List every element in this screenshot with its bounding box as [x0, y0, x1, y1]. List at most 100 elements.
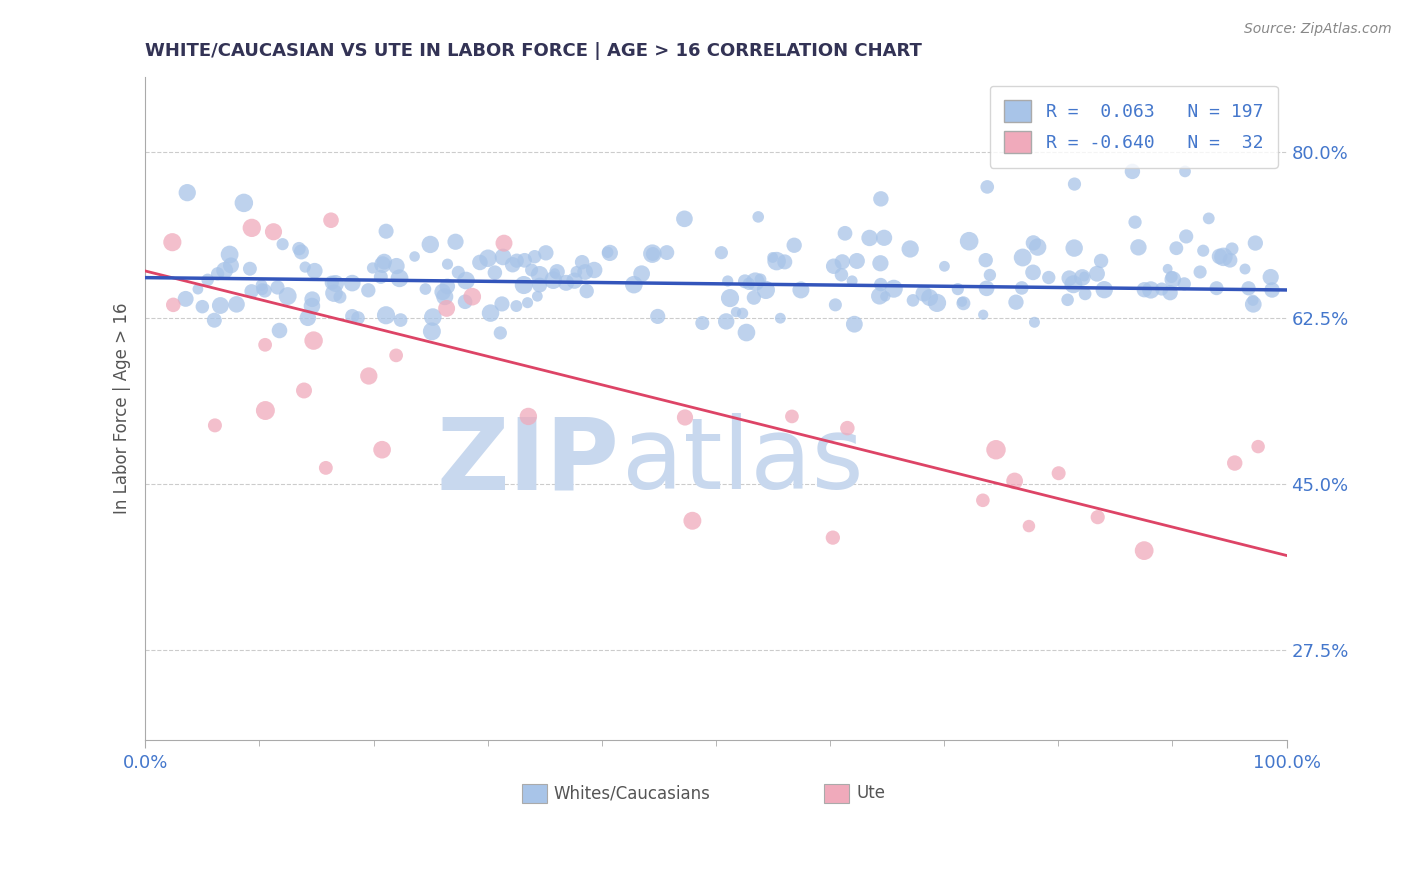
Point	[873, 231, 896, 245]
Point	[513, 278, 536, 293]
Point	[718, 291, 741, 305]
Point	[253, 284, 276, 298]
Point	[301, 299, 323, 313]
Point	[292, 384, 315, 398]
Point	[837, 421, 859, 435]
Point	[505, 299, 527, 313]
Point	[266, 280, 288, 294]
Point	[546, 265, 568, 279]
Point	[762, 251, 785, 265]
Point	[491, 297, 513, 311]
Point	[976, 180, 998, 194]
Point	[1128, 240, 1150, 254]
Point	[1018, 519, 1040, 533]
Point	[219, 259, 242, 273]
Text: Whites/Caucasians: Whites/Caucasians	[554, 784, 711, 803]
Point	[734, 274, 756, 288]
Point	[523, 250, 546, 264]
Point	[250, 278, 273, 293]
Point	[534, 245, 557, 260]
Point	[325, 277, 347, 291]
Point	[565, 265, 588, 279]
Point	[1189, 265, 1212, 279]
Point	[209, 298, 232, 312]
Point	[1244, 235, 1267, 250]
Point	[1247, 440, 1270, 454]
Point	[214, 263, 236, 277]
Point	[271, 237, 294, 252]
Point	[823, 259, 845, 273]
Point	[433, 290, 456, 304]
Point	[834, 227, 856, 241]
Point	[323, 286, 346, 301]
Point	[544, 266, 567, 280]
Point	[647, 310, 669, 324]
Point	[492, 250, 515, 264]
Point	[420, 324, 443, 338]
Point	[1085, 267, 1108, 281]
Point	[479, 306, 502, 320]
Point	[370, 269, 392, 284]
Point	[974, 253, 997, 268]
Point	[1139, 283, 1161, 297]
Point	[755, 283, 778, 297]
Point	[783, 238, 806, 252]
Point	[717, 274, 740, 288]
Point	[529, 268, 551, 282]
Point	[599, 246, 621, 260]
Point	[447, 265, 470, 279]
Point	[1057, 271, 1080, 285]
Point	[277, 289, 299, 303]
Point	[357, 283, 380, 297]
Point	[1090, 253, 1112, 268]
Point	[934, 260, 956, 274]
Point	[506, 253, 529, 268]
Point	[1011, 281, 1033, 295]
Point	[1004, 474, 1026, 488]
Point	[263, 225, 285, 239]
Point	[738, 277, 761, 291]
Point	[946, 282, 969, 296]
Point	[575, 284, 598, 298]
Point	[925, 296, 948, 310]
Point	[225, 297, 247, 311]
Point	[1174, 164, 1197, 178]
Point	[342, 276, 364, 290]
Point	[1241, 297, 1264, 311]
Point	[564, 274, 586, 288]
Point	[780, 409, 803, 424]
Point	[436, 257, 458, 271]
Point	[319, 213, 342, 227]
Point	[297, 310, 319, 325]
Point	[254, 403, 277, 417]
Point	[1022, 235, 1045, 250]
Point	[1026, 240, 1049, 254]
Point	[1260, 270, 1282, 285]
Point	[655, 245, 678, 260]
Point	[1005, 295, 1028, 310]
Point	[972, 493, 994, 508]
Point	[1156, 261, 1178, 276]
Point	[1192, 244, 1215, 258]
Point	[191, 300, 214, 314]
Point	[477, 252, 499, 266]
Point	[204, 418, 226, 433]
Point	[176, 186, 198, 200]
Point	[329, 290, 352, 304]
Point	[869, 277, 891, 292]
Point	[844, 317, 866, 331]
Point	[513, 253, 536, 268]
Point	[415, 282, 437, 296]
Point	[436, 301, 458, 316]
Point	[821, 531, 844, 545]
Point	[321, 276, 343, 290]
Point	[957, 234, 980, 248]
Point	[1047, 467, 1070, 481]
Text: WHITE/CAUCASIAN VS UTE IN LABOR FORCE | AGE > 16 CORRELATION CHART: WHITE/CAUCASIAN VS UTE IN LABOR FORCE | …	[145, 42, 922, 60]
Point	[1038, 270, 1060, 285]
Point	[239, 261, 262, 276]
Point	[315, 461, 337, 475]
Point	[1160, 269, 1182, 284]
Point	[357, 369, 380, 384]
Point	[422, 310, 444, 324]
